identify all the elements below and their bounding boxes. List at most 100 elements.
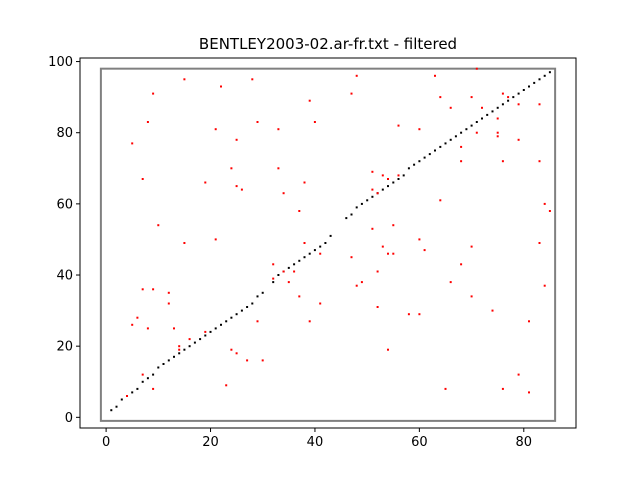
data-point <box>141 373 144 376</box>
data-point <box>371 188 374 191</box>
data-point <box>204 334 207 337</box>
data-point <box>230 316 233 319</box>
data-point <box>517 138 520 141</box>
data-point <box>454 135 457 138</box>
y-tick-label: 20 <box>56 340 73 355</box>
data-point <box>481 106 483 109</box>
data-point <box>496 135 499 138</box>
data-point <box>517 92 520 95</box>
data-point <box>460 145 463 148</box>
data-point <box>402 174 405 177</box>
data-point <box>240 188 243 191</box>
data-point <box>141 288 144 291</box>
data-point <box>439 96 442 99</box>
axes-frame <box>79 57 577 429</box>
data-point <box>517 103 520 106</box>
data-point <box>251 302 254 305</box>
data-point <box>491 309 494 312</box>
data-point <box>188 345 191 348</box>
data-point <box>131 142 134 145</box>
data-point <box>131 323 134 326</box>
data-point <box>204 181 207 184</box>
data-point <box>538 78 541 81</box>
data-point <box>272 281 275 284</box>
data-point <box>126 395 128 397</box>
data-point <box>376 192 379 195</box>
y-tick-label: 100 <box>48 55 73 70</box>
data-point <box>313 249 316 252</box>
data-point <box>152 288 155 291</box>
data-point <box>141 178 144 180</box>
data-point <box>517 373 520 376</box>
data-point <box>282 270 285 273</box>
data-point <box>178 352 181 355</box>
data-point <box>183 348 186 351</box>
data-point <box>319 252 322 255</box>
data-point <box>460 131 463 134</box>
data-point <box>371 195 374 198</box>
data-point <box>439 199 442 202</box>
data-point <box>282 192 285 195</box>
data-point <box>465 128 468 131</box>
data-point <box>355 284 358 287</box>
data-point <box>120 398 123 401</box>
data-point <box>199 338 202 341</box>
data-point <box>387 348 389 351</box>
x-tick-label: 20 <box>202 435 219 450</box>
data-point <box>277 167 280 170</box>
data-point <box>371 227 374 230</box>
data-point <box>486 113 489 116</box>
data-point <box>418 238 421 241</box>
data-point <box>152 387 155 390</box>
data-point <box>371 170 374 173</box>
data-point <box>355 74 358 77</box>
data-point <box>178 345 181 348</box>
data-point <box>460 263 463 266</box>
data-point <box>413 163 416 166</box>
data-point <box>293 270 296 273</box>
data-point <box>381 174 384 177</box>
data-point <box>303 181 306 184</box>
data-point <box>397 178 400 180</box>
data-point <box>543 74 546 77</box>
data-point <box>381 188 384 191</box>
data-point <box>167 359 170 362</box>
data-point <box>230 348 233 351</box>
y-tick-label: 0 <box>65 411 73 426</box>
data-point <box>146 327 149 330</box>
data-point <box>152 92 155 95</box>
data-point <box>256 295 259 298</box>
data-point <box>308 252 311 255</box>
data-point <box>538 160 541 163</box>
data-point <box>246 306 249 308</box>
data-point <box>507 96 510 99</box>
data-point <box>183 78 186 81</box>
data-point <box>387 178 389 180</box>
data-point <box>533 81 536 84</box>
data-point <box>230 167 233 170</box>
series-0 <box>110 71 551 412</box>
boundary-rect <box>99 67 557 422</box>
data-point <box>173 355 175 358</box>
data-point <box>225 320 228 323</box>
data-point <box>491 110 494 113</box>
data-point <box>277 128 280 131</box>
data-point <box>475 67 478 70</box>
data-point <box>308 320 311 323</box>
data-point <box>345 217 348 220</box>
data-point <box>538 242 541 244</box>
data-point <box>235 185 238 188</box>
x-tick-label: 40 <box>307 435 324 450</box>
data-point <box>141 380 144 383</box>
data-point <box>496 117 499 120</box>
chart-title: BENTLEY2003-02.ar-fr.txt - filtered <box>199 35 457 53</box>
data-point <box>240 309 243 312</box>
data-point <box>470 245 473 248</box>
data-point <box>319 302 322 305</box>
data-point <box>329 234 332 237</box>
data-point <box>235 313 238 316</box>
data-point <box>287 266 290 269</box>
data-point <box>512 96 515 99</box>
data-point <box>209 330 212 333</box>
